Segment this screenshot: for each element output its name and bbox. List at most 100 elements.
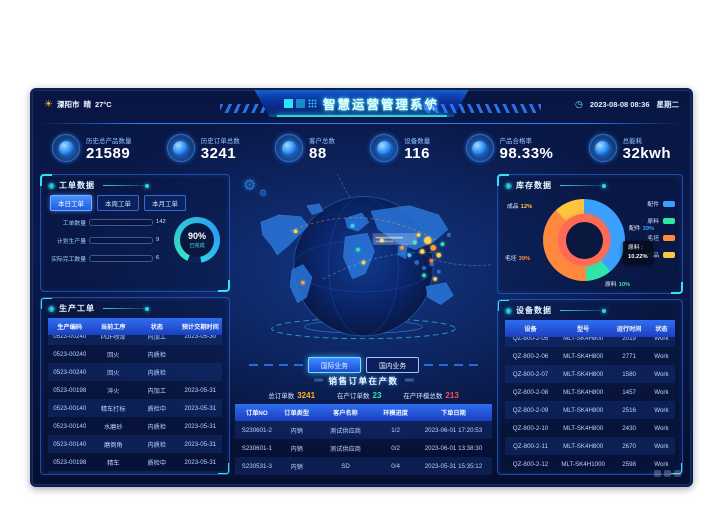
bar-actual-finished: 实际完工数量 6	[51, 254, 160, 263]
gear-icon: ⚙	[243, 177, 257, 194]
kpi-pass-rate: 产品合格率 98.33%	[465, 134, 554, 162]
column-header: 生产编码	[48, 318, 92, 335]
panel-title-icon: ◉	[48, 303, 55, 313]
inventory-chart-area: 成品 12% 配件 39% 毛坯 39% 原料 10% 原料 : 10.22% 配件 原…	[505, 195, 675, 288]
center-column: ⚙ ⚙	[235, 174, 492, 475]
weather-widget: ☀ 溧阳市 晴 27°C	[44, 99, 112, 110]
stat-in-production-orders: 在产订单数 23	[337, 391, 382, 401]
panel-title-icon: ◉	[505, 180, 512, 190]
device-table-scroll[interactable]: QZ-800-2-05 MLT-SK4H800 2019 Work QZ-800-2-0…	[505, 337, 675, 474]
inventory-legend: 配件 原料 毛坯 成品	[647, 199, 675, 259]
kpi-orb-icon	[465, 134, 494, 162]
table-row: QZ-800-2-07 MLT-SK4H800 1580 Work	[505, 365, 675, 383]
legend-item: 配件	[647, 199, 675, 208]
work-order-panel: ◉ 工单数据 本日工单 本周工单 本月工单 工单数量 142	[40, 174, 230, 292]
stat-total-orders: 总订单数 3241	[268, 391, 316, 401]
dash-decoration	[249, 364, 303, 367]
stat-in-production-molds: 在产环模总数 213	[403, 391, 459, 401]
callout-finished-goods: 成品 12%	[507, 204, 533, 210]
bar-order-count: 工单数量 142	[62, 218, 166, 227]
work-order-body: 工单数量 142 计划生产量 9 实际完工数量 6	[48, 217, 222, 263]
table-row: S230531-3 内销 SD 0/4 2023-05-31 15:35:12	[235, 457, 492, 475]
kpi-total-customers: 客户总数 88	[275, 134, 335, 162]
table-row: S230601-2 内销 测试供应商 1/2 2023-06-01 17:20:53	[235, 421, 492, 439]
donut-tooltip: 原料 : 10.22%	[623, 241, 653, 265]
kpi-total-orders: 历史订单总数 3241	[166, 134, 240, 162]
table-row: 0523-00240 回火 内质检	[53, 350, 167, 359]
table-row: 0523-00198 精车 质检中 2023-05-31	[53, 458, 217, 467]
clock-icon: ◷	[575, 99, 583, 109]
panel-title: 生产工单	[58, 304, 95, 313]
gear-icon: ⚙	[259, 188, 268, 198]
panel-header: ◉ 生产工单	[48, 303, 222, 314]
column-header: 状态	[135, 318, 179, 335]
panel-title-line	[559, 308, 606, 313]
kpi-orb-icon	[275, 134, 303, 162]
table-row: 0523-00140 精车打标 质检中 2023-05-31	[48, 399, 222, 417]
production-table-scroll[interactable]: 0523-00240 PDF喷漆 内加工 2023-05-30 0523-00240 回火…	[48, 335, 222, 474]
panel-title: 设备数据	[515, 306, 552, 315]
current-datetime: 2023-08-08 08:36	[589, 100, 650, 109]
banner-square-decor	[296, 99, 305, 108]
chevrons-right-icon: »»»	[313, 377, 324, 385]
sales-title-row: »»» 销售订单在产数 «««	[235, 373, 492, 388]
production-table: 0523-00240 PDF喷漆 内加工 2023-05-30 0523-00240 回火…	[48, 335, 222, 474]
column-header: 客户名称	[314, 404, 377, 421]
chevrons-left-icon: «««	[404, 377, 415, 385]
panel-title-line	[102, 306, 149, 311]
table-row: QZ-800-2-09 MLT-SK4H800 2516 Work	[505, 401, 675, 419]
table-row: 0523-00240 回火 内质检	[48, 363, 222, 381]
world-map	[260, 195, 456, 340]
watermark	[654, 470, 681, 477]
tab-week-orders[interactable]: 本周工单	[97, 195, 139, 211]
domestic-business-button[interactable]: 国内业务	[365, 357, 420, 374]
table-row: 0523-00140 磨倒角 内质检 2023-05-31	[48, 435, 222, 453]
table-row: QZ-800-2-12 MLT-SK4H1000 2598 Work	[512, 460, 669, 468]
world-map-container: ⚙ ⚙	[235, 174, 492, 357]
device-table: QZ-800-2-05 MLT-SK4H800 2019 Work QZ-800-2-0…	[505, 337, 675, 474]
inventory-donut-chart[interactable]	[543, 199, 625, 281]
flight-arc	[322, 252, 441, 280]
right-column: ◉ 库存数据 成品 12% 配件 39% 毛坯 39% 原料 10% 原料 :	[497, 174, 683, 475]
table-row: 0523-00240 PDF喷漆 内加工 2023-05-30	[48, 335, 222, 345]
kpi-orb-icon	[588, 134, 617, 162]
column-header: 订单类型	[278, 404, 315, 421]
weather-condition: 晴	[83, 100, 91, 109]
panel-header: ◉ 工单数据	[48, 180, 222, 191]
weather-temp: 27°C	[94, 100, 112, 109]
table-row: 0523-00140 水磨砂 内质检 2023-05-31	[53, 422, 217, 431]
international-business-button[interactable]: 国际业务	[307, 357, 362, 374]
production-order-panel: ◉ 生产工单 生产编码 当前工序 状态 预计交期时间 0523-00240 PDF喷漆内…	[40, 297, 230, 475]
table-row: QZ-800-2-08 MLT-SK4H800 1457 Work	[512, 388, 669, 396]
dash-decoration	[424, 364, 478, 367]
left-column: ◉ 工单数据 本日工单 本周工单 本月工单 工单数量 142	[40, 174, 230, 475]
legend-item: 成品	[647, 250, 675, 259]
kpi-device-count: 设备数量 116	[370, 134, 430, 162]
kpi-energy: 总能耗 32kwh	[588, 134, 671, 162]
tab-month-orders[interactable]: 本月工单	[144, 195, 186, 211]
kpi-orb-icon	[52, 134, 80, 162]
callout-raw-material: 原料 10%	[605, 282, 631, 288]
tab-today-orders[interactable]: 本日工单	[50, 195, 92, 211]
completion-gauge: 90% 已完成	[174, 217, 220, 263]
callout-blanks: 毛坯 39%	[505, 256, 531, 262]
map-tooltip	[372, 233, 417, 246]
business-buttons-row: 国际业务 国内业务	[235, 357, 492, 374]
column-header: 订单NO	[235, 404, 279, 421]
table-row: QZ-800-2-10 MLT-SK4H800 2430 Work	[512, 424, 669, 432]
stripe-decoration-right	[421, 104, 541, 113]
panel-title: 工单数据	[58, 181, 95, 190]
table-row: S230601-1 内销 测试供应商 0/2 2023-06-01 13:38:30	[241, 444, 483, 453]
panel-title-icon: ◉	[505, 305, 512, 315]
kpi-orb-icon	[370, 134, 399, 162]
device-table-header: 设备 型号 运行时间 状态	[505, 320, 675, 337]
weather-city: 溧阳市	[56, 100, 80, 109]
banner-square-decor	[284, 99, 293, 108]
panel-title-line	[559, 183, 606, 188]
sales-order-table: 订单NO 订单类型 客户名称 环模进度 下单日期 S230601-2 内销 测试供应商 1/2…	[235, 404, 492, 475]
dashboard-root: ☀ 溧阳市 晴 27°C 智慧运营管理系统 ◷ 2023-08-08 08:36…	[30, 88, 693, 487]
device-panel: ◉ 设备数据 设备 型号 运行时间 状态 QZ-800-2-05 MLT-SK4H800…	[497, 299, 683, 475]
callout-parts: 配件 39%	[629, 226, 655, 232]
current-weekday: 星期二	[656, 100, 680, 109]
banner-square-decor	[308, 99, 317, 108]
